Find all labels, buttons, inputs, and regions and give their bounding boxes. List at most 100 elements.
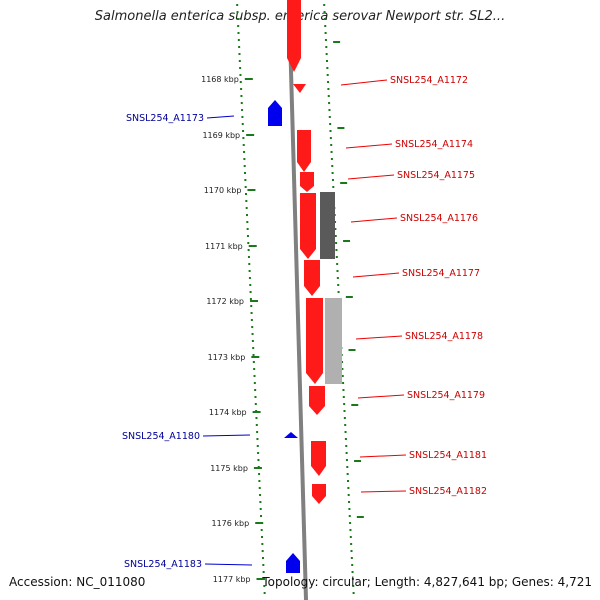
gene-label[interactable]: SNSL254_A1177 [402,268,480,279]
ring-dot [260,529,263,531]
ring-dot [243,151,246,153]
ring-dot [326,74,329,76]
gene-leader-line [357,394,405,399]
gene-arrow-1183[interactable] [286,553,300,573]
ring-dot [342,396,345,398]
gene-label[interactable]: SNSL254_A1173 [126,113,204,124]
ring-dot [253,375,256,377]
gene-arrow-1175[interactable] [300,172,314,192]
gene-label[interactable]: SNSL254_A1182 [409,486,487,497]
gene-label[interactable]: SNSL254_A1175 [397,170,475,181]
ring-dot [242,137,245,139]
gene-label[interactable]: SNSL254_A1179 [407,390,485,401]
gene-arrow-1178[interactable] [306,298,323,384]
gc-bar [325,298,342,384]
gene-leader-line [355,335,403,340]
ring-dot [245,193,248,195]
ring-dot [330,144,333,146]
ring-dot [331,165,334,167]
ring-dot [249,291,252,293]
gene-leader-line [347,174,395,180]
ring-dot [250,312,253,314]
ring-dot [247,249,250,251]
ring-dot [247,256,250,258]
ring-dot [330,151,333,153]
gene-arrow-1173[interactable] [268,100,282,126]
ring-dot [344,431,347,433]
ring-dot [324,32,327,34]
ring-dot [328,109,331,111]
ring-dot [327,81,330,83]
gene-leader-line [340,79,388,86]
ring-dot [252,354,255,356]
gene-arrow-1182[interactable] [312,484,326,504]
ring-dot [326,60,328,62]
gene-label[interactable]: SNSL254_A1172 [390,75,468,86]
ring-dot [253,382,256,384]
gene-arrow-1176[interactable] [300,193,316,259]
gene-label[interactable]: SNSL254_A1176 [400,213,478,224]
forward-gene-labels: SNSL254_A1172 SNSL254_A1174 SNSL254_A1175 S… [340,75,487,497]
gene-arrow-1181[interactable] [311,441,326,476]
gene-label[interactable]: SNSL254_A1178 [405,331,483,342]
ring-dot [250,305,253,307]
ring-dot [261,550,264,552]
ring-dot [258,473,261,475]
ring-dot [351,564,354,566]
ring-dot [336,277,339,279]
gene-leader-line [350,217,398,223]
gene-label[interactable]: SNSL254_A1174 [395,139,473,150]
tick-label: 1176 kbp [212,519,250,528]
gene-label[interactable]: SNSL254_A1183 [124,559,202,570]
ring-dot [335,249,338,251]
gene-arrow-1180[interactable] [284,432,298,438]
ring-dot [255,417,258,419]
ring-dot [256,438,259,440]
ring-dot [254,389,257,391]
ring-dot [244,179,247,181]
gene-label[interactable]: SNSL254_A1181 [409,450,487,461]
ring-dot [331,179,334,181]
ring-dot [246,235,249,237]
ring-dot [241,116,244,118]
ring-dot [243,158,246,160]
ring-dot [347,494,350,496]
ring-dot [329,130,332,132]
gene-arrow-1177[interactable] [304,260,320,296]
ring-dot [327,95,330,97]
ring-dot [236,11,239,13]
gene-arrow-1172[interactable] [293,84,306,93]
ring-dot [348,501,351,503]
ring-dot [349,529,352,531]
gc-bar [320,192,335,259]
ring-dot [245,200,248,202]
ring-dot [259,494,262,496]
ring-dot [335,242,338,244]
ring-dot [254,403,257,405]
tick-label: 1168 kbp [201,75,239,84]
ring-dot [242,130,245,132]
tick-label: 1172 kbp [206,297,244,306]
ring-dot [251,340,254,342]
tick-label: 1177 kbp [213,575,251,584]
ring-dot [237,32,240,34]
ring-dot [248,277,251,279]
ring-dot [238,53,241,55]
ring-dot [325,46,328,48]
gene-arrow-1179[interactable] [309,386,325,415]
gene-leader-line [359,454,407,458]
genome-backbone [287,0,308,600]
ring-dot [251,333,254,335]
ring-dot [258,480,261,482]
ring-dot [335,256,338,258]
gene-label[interactable]: SNSL254_A1180 [122,431,200,442]
ring-dot [239,74,242,76]
ring-dot [329,123,332,125]
gene-arrow-1171[interactable] [287,0,301,72]
ring-dot [256,445,259,447]
tick-label: 1174 kbp [209,408,247,417]
gene-arrow-1174[interactable] [297,130,311,172]
ring-dot [259,501,262,503]
ring-dot [246,221,249,223]
ring-dot [350,557,353,559]
